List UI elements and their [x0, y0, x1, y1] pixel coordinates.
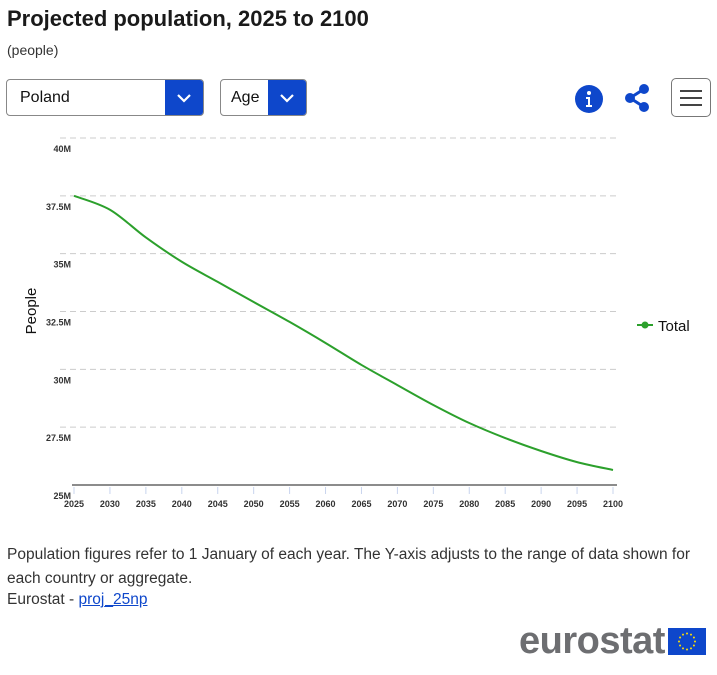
eu-star	[692, 644, 695, 646]
y-axis-label: People	[23, 288, 40, 335]
x-tick-label: 2055	[280, 499, 300, 509]
data-point[interactable]	[538, 448, 544, 454]
series-line-total	[73, 194, 614, 471]
y-tick-label: 40M	[53, 144, 71, 154]
data-point[interactable]	[574, 459, 580, 465]
y-tick-label: 30M	[53, 375, 71, 385]
data-point[interactable]	[466, 420, 472, 426]
data-point[interactable]	[323, 340, 329, 346]
x-tick-label: 2030	[100, 499, 120, 509]
x-tick-label: 2035	[136, 499, 156, 509]
menu-button[interactable]	[671, 78, 711, 117]
source-dataset-link[interactable]: proj_25np	[78, 591, 148, 608]
eu-star	[681, 646, 684, 649]
data-point[interactable]	[502, 435, 508, 441]
x-tick-label: 2040	[172, 499, 192, 509]
eu-star	[685, 632, 688, 634]
age-select-value: Age	[231, 89, 260, 106]
x-tick-label: 2075	[423, 499, 443, 509]
data-point[interactable]	[251, 299, 257, 305]
y-tick-label: 27.5M	[46, 433, 71, 443]
x-tick-label: 2045	[208, 499, 228, 509]
chevron-down-icon[interactable]	[268, 80, 306, 115]
page-title: Projected population, 2025 to 2100	[7, 6, 369, 31]
y-tick-label: 35M	[53, 260, 71, 270]
eu-star	[678, 644, 681, 646]
data-point[interactable]	[215, 279, 221, 285]
data-point[interactable]	[610, 467, 616, 473]
x-tick-label: 2090	[531, 499, 551, 509]
country-select[interactable]: Poland	[6, 79, 204, 116]
eu-star	[678, 636, 681, 638]
x-tick-label: 2085	[495, 499, 515, 509]
info-icon	[575, 85, 603, 113]
eu-flag-icon	[667, 627, 706, 655]
legend-item-total[interactable]: Total	[658, 318, 690, 335]
eu-star	[685, 648, 688, 650]
chart-note: Population figures refer to 1 January of…	[7, 546, 690, 587]
eu-star	[689, 633, 692, 636]
share-icon	[625, 84, 649, 112]
eu-star	[692, 636, 695, 638]
data-point[interactable]	[287, 319, 293, 325]
y-tick-label: 25M	[53, 491, 71, 501]
share-button[interactable]	[622, 82, 652, 114]
eu-star	[693, 640, 696, 642]
x-tick-label: 2070	[387, 499, 407, 509]
data-point[interactable]	[143, 234, 149, 240]
legend[interactable]: Total	[637, 318, 690, 335]
eu-star	[689, 646, 692, 649]
hamburger-menu-icon	[680, 89, 702, 106]
line-chart: 25M 27.5M 30M 32.5M 35M 37.5M 40M 2025 2030 2035…	[23, 137, 690, 509]
data-point[interactable]	[71, 193, 77, 199]
x-tick-label: 2050	[244, 499, 264, 509]
logo-text: eurostat	[519, 620, 665, 662]
y-tick-label: 32.5M	[46, 318, 71, 328]
source-prefix: Eurostat -	[7, 591, 79, 608]
x-tick-label: 2060	[316, 499, 336, 509]
source-line: Eurostat - proj_25np	[7, 591, 147, 609]
age-select[interactable]: Age	[220, 79, 307, 116]
eurostat-logo: eurostat	[519, 620, 706, 662]
x-tick-label: 2065	[351, 499, 371, 509]
x-tick-label: 2100	[603, 499, 623, 509]
page-subtitle: (people)	[7, 42, 59, 58]
data-point[interactable]	[179, 259, 185, 265]
country-select-value: Poland	[20, 89, 70, 106]
x-tick-label: 2095	[567, 499, 587, 509]
x-tick-label: 2025	[64, 499, 84, 509]
eu-star	[681, 633, 684, 636]
info-button[interactable]	[574, 84, 604, 114]
legend-marker-dot	[641, 321, 649, 329]
data-point[interactable]	[430, 402, 436, 408]
chevron-down-icon[interactable]	[165, 80, 203, 115]
data-point[interactable]	[107, 207, 113, 213]
x-tick-label: 2080	[459, 499, 479, 509]
data-point[interactable]	[358, 362, 364, 368]
eu-star	[677, 640, 680, 642]
y-tick-label: 37.5M	[46, 202, 71, 212]
data-point[interactable]	[394, 382, 400, 388]
